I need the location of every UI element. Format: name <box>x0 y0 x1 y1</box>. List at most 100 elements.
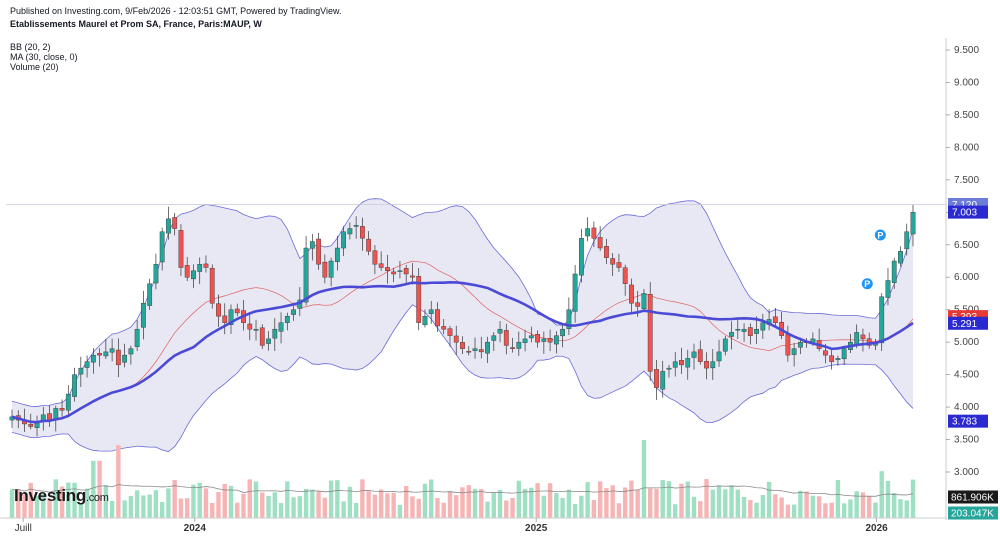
volume-bar <box>497 489 503 518</box>
volume-bar <box>203 488 209 518</box>
volume-bar <box>366 491 371 518</box>
candle-body <box>372 250 378 265</box>
volume-bar <box>310 489 315 518</box>
volume-bar <box>278 503 284 518</box>
candle-body <box>403 268 409 275</box>
volume-bar <box>585 482 590 518</box>
candle-body <box>447 328 453 336</box>
volume-bar <box>429 479 434 518</box>
volume-bar <box>316 491 321 518</box>
candle-body <box>910 212 916 235</box>
candle-body <box>691 351 697 358</box>
volume-bar <box>303 488 309 518</box>
candle-body <box>772 316 778 323</box>
candle-body <box>284 315 290 323</box>
volume-bar <box>829 502 834 518</box>
candle-body <box>253 328 259 331</box>
candle-body <box>854 332 860 345</box>
candle-body <box>797 341 803 348</box>
candle-body <box>898 251 903 264</box>
volume-bar <box>892 492 897 518</box>
candle-body <box>115 349 121 366</box>
legend-bb[interactable]: BB (20, 2) <box>10 42 51 52</box>
candle-body <box>622 267 628 284</box>
volume-bar <box>172 480 177 518</box>
bb-fill <box>12 198 913 452</box>
candle-body <box>672 361 678 368</box>
volume-bar <box>522 488 528 518</box>
marker-label: P <box>877 231 883 241</box>
candle-body <box>209 267 215 304</box>
candle-body <box>247 323 253 330</box>
candle-body <box>309 241 315 249</box>
volume-bar <box>141 495 146 518</box>
volume-bar <box>216 492 221 518</box>
volume-bar <box>385 493 390 518</box>
volume-bar <box>372 494 378 518</box>
bb-lower <box>11 304 914 453</box>
volume-bar <box>466 485 471 518</box>
volume-bar <box>66 482 71 518</box>
volume-bar <box>454 495 459 518</box>
volume-bar <box>610 485 615 518</box>
price-label-box <box>948 205 988 219</box>
volume-bar <box>673 504 678 518</box>
volume-bar <box>228 485 234 518</box>
volume-label-box <box>948 490 998 504</box>
candle-body <box>228 309 234 325</box>
volume-bar <box>241 493 246 518</box>
volume-label: 203.047K <box>951 509 994 520</box>
candle-body <box>685 358 691 368</box>
candle-body <box>553 335 559 345</box>
volume-bar <box>128 496 134 518</box>
candle-body <box>497 328 503 334</box>
candle-body <box>503 330 509 346</box>
volume-bar <box>41 494 46 518</box>
volume-bar <box>704 479 709 518</box>
volume-bar <box>748 499 753 518</box>
bollinger-band <box>11 198 914 453</box>
candle-body <box>378 263 384 268</box>
volume-bar <box>353 502 359 518</box>
time-tick-label: 2026 <box>865 523 888 534</box>
volume-bar <box>422 483 428 518</box>
volume-bar <box>629 480 634 518</box>
candle-body <box>510 347 515 349</box>
legend-ma[interactable]: MA (30, close, 0) <box>10 52 78 62</box>
candle-body <box>97 353 102 356</box>
marker-badge <box>860 277 874 291</box>
price-tick-label: 4.000 <box>954 402 979 413</box>
volume-bar <box>153 490 159 518</box>
candle-body <box>366 238 372 252</box>
candle-body <box>729 332 734 337</box>
volume-bar <box>460 487 465 518</box>
candle-body <box>516 341 522 349</box>
candlesticks <box>9 204 916 437</box>
candle-body <box>528 335 534 339</box>
volume-bar <box>116 445 121 518</box>
candle-body <box>341 231 347 249</box>
legend-volume[interactable]: Volume (20) <box>10 62 59 72</box>
candle-body <box>134 328 140 347</box>
volume-bar <box>848 499 853 518</box>
volume-bar <box>91 460 96 518</box>
investing-logo[interactable]: Investing.com <box>14 486 109 505</box>
volume-bar <box>816 496 822 518</box>
candle-body <box>785 334 791 356</box>
volume-bar <box>360 479 365 518</box>
volume-bar <box>660 479 665 518</box>
volume-bar <box>898 499 903 518</box>
candle-body <box>140 303 146 328</box>
volume-bar <box>685 481 690 518</box>
candle-body <box>303 247 309 303</box>
volume-bar <box>335 480 340 518</box>
candle-body <box>566 309 572 329</box>
volume-bar <box>479 489 484 518</box>
candle-body <box>322 261 328 278</box>
volume-bar <box>266 495 271 518</box>
volume-bar <box>741 497 747 518</box>
candle-body <box>747 327 753 336</box>
candle-body <box>72 374 77 397</box>
candle-body <box>478 349 484 353</box>
